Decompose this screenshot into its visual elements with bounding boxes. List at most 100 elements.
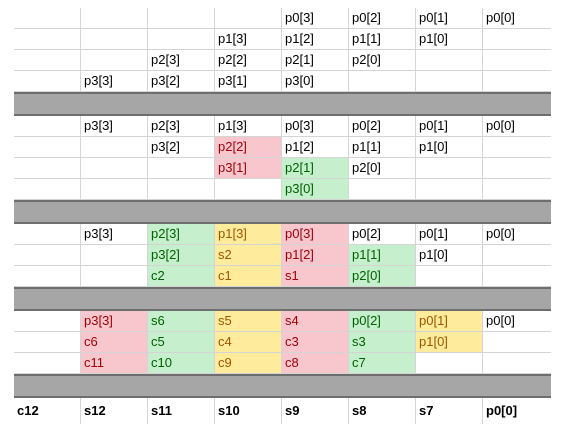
table-cell[interactable] (483, 158, 550, 178)
table-cell[interactable] (14, 311, 81, 331)
table-cell[interactable]: p0[0] (486, 403, 518, 418)
table-cell[interactable]: p0[3] (282, 116, 349, 136)
table-cell[interactable]: p2[1] (282, 158, 349, 178)
table-cell[interactable]: c4 (215, 332, 282, 352)
table-cell[interactable] (349, 71, 416, 91)
band-cell[interactable] (416, 376, 483, 396)
table-cell[interactable] (483, 179, 550, 199)
table-cell[interactable]: p3[0] (282, 71, 349, 91)
table-cell[interactable]: s7 (416, 398, 483, 424)
table-cell[interactable] (81, 29, 148, 49)
table-cell[interactable] (81, 245, 148, 265)
table-cell[interactable] (14, 332, 81, 352)
table-cell[interactable]: s5 (215, 311, 282, 331)
table-cell[interactable]: p1[2] (282, 29, 349, 49)
table-cell[interactable]: p2[3] (148, 50, 215, 70)
band-cell[interactable] (81, 202, 148, 222)
table-cell[interactable]: p1[0] (416, 137, 483, 157)
band-cell[interactable] (349, 94, 416, 114)
table-cell[interactable]: p0[2] (349, 8, 416, 28)
band-cell[interactable] (148, 94, 215, 114)
table-cell[interactable] (14, 50, 81, 70)
table-cell[interactable]: c1 (215, 266, 282, 286)
table-cell[interactable]: p2[3] (148, 116, 215, 136)
table-cell[interactable]: p3[3] (81, 116, 148, 136)
band-cell[interactable] (215, 376, 282, 396)
band-cell[interactable] (483, 94, 550, 114)
table-cell[interactable] (14, 245, 81, 265)
table-cell[interactable]: p3[0] (282, 179, 349, 199)
table-cell[interactable]: p2[1] (282, 50, 349, 70)
table-cell[interactable]: p3[3] (81, 224, 148, 244)
table-cell[interactable] (483, 137, 550, 157)
band-cell[interactable] (81, 94, 148, 114)
band-cell[interactable] (282, 94, 349, 114)
table-cell[interactable]: c7 (349, 353, 416, 373)
table-cell[interactable] (14, 266, 81, 286)
table-cell[interactable]: p3[2] (148, 71, 215, 91)
table-cell[interactable]: s1 (282, 266, 349, 286)
band-cell[interactable] (148, 289, 215, 309)
table-cell[interactable]: p0[3] (282, 224, 349, 244)
band-cell[interactable] (416, 94, 483, 114)
table-cell[interactable] (81, 158, 148, 178)
table-cell[interactable]: p1[3] (215, 116, 282, 136)
table-cell[interactable] (14, 116, 81, 136)
table-cell[interactable] (483, 245, 550, 265)
table-cell[interactable]: p1[2] (282, 245, 349, 265)
table-cell[interactable]: c11 (81, 353, 148, 373)
band-cell[interactable] (483, 289, 550, 309)
table-cell[interactable] (14, 353, 81, 373)
table-cell[interactable] (14, 8, 81, 28)
table-cell[interactable] (14, 29, 81, 49)
table-cell[interactable]: p3[3] (81, 311, 148, 331)
table-cell[interactable]: p0[0] (486, 313, 515, 328)
table-cell[interactable] (14, 158, 81, 178)
table-cell[interactable]: p2[2] (215, 50, 282, 70)
table-cell[interactable] (416, 179, 483, 199)
table-cell[interactable]: s8 (349, 398, 416, 424)
table-cell[interactable] (215, 179, 282, 199)
table-cell[interactable]: c6 (81, 332, 148, 352)
table-cell[interactable]: p1[0] (416, 332, 483, 352)
table-cell[interactable] (483, 266, 550, 286)
table-cell[interactable]: p1[1] (349, 29, 416, 49)
table-cell[interactable]: s6 (148, 311, 215, 331)
band-cell[interactable] (483, 376, 550, 396)
table-cell[interactable]: p0[1] (416, 116, 483, 136)
table-cell[interactable] (416, 71, 483, 91)
table-cell[interactable]: p2[0] (349, 50, 416, 70)
table-cell[interactable] (81, 50, 148, 70)
table-cell[interactable]: c5 (148, 332, 215, 352)
table-cell[interactable]: p1[2] (282, 137, 349, 157)
table-cell[interactable]: c12 (14, 398, 81, 424)
band-cell[interactable] (81, 376, 148, 396)
table-cell[interactable]: p3[3] (81, 71, 148, 91)
table-cell[interactable]: s11 (148, 398, 215, 424)
band-cell[interactable] (81, 289, 148, 309)
table-cell[interactable] (215, 8, 282, 28)
band-cell[interactable] (349, 376, 416, 396)
band-cell[interactable] (282, 376, 349, 396)
table-cell[interactable] (483, 71, 550, 91)
table-cell[interactable]: p3[2] (148, 245, 215, 265)
band-cell[interactable] (215, 94, 282, 114)
table-cell[interactable]: s2 (215, 245, 282, 265)
table-cell[interactable] (148, 8, 215, 28)
band-cell[interactable] (282, 289, 349, 309)
table-cell[interactable] (148, 158, 215, 178)
table-cell[interactable] (14, 224, 81, 244)
table-cell[interactable]: p3[2] (148, 137, 215, 157)
table-cell[interactable]: p1[3] (215, 224, 282, 244)
table-cell[interactable]: s9 (282, 398, 349, 424)
band-cell[interactable] (14, 94, 81, 114)
band-cell[interactable] (483, 202, 550, 222)
table-cell[interactable]: p2[0] (349, 266, 416, 286)
table-cell[interactable] (81, 266, 148, 286)
table-cell[interactable]: p1[0] (416, 245, 483, 265)
table-cell[interactable]: p1[3] (215, 29, 282, 49)
table-cell[interactable] (81, 137, 148, 157)
table-cell[interactable]: p3[1] (215, 71, 282, 91)
table-cell[interactable]: p0[0] (486, 226, 515, 241)
table-cell[interactable]: s10 (215, 398, 282, 424)
